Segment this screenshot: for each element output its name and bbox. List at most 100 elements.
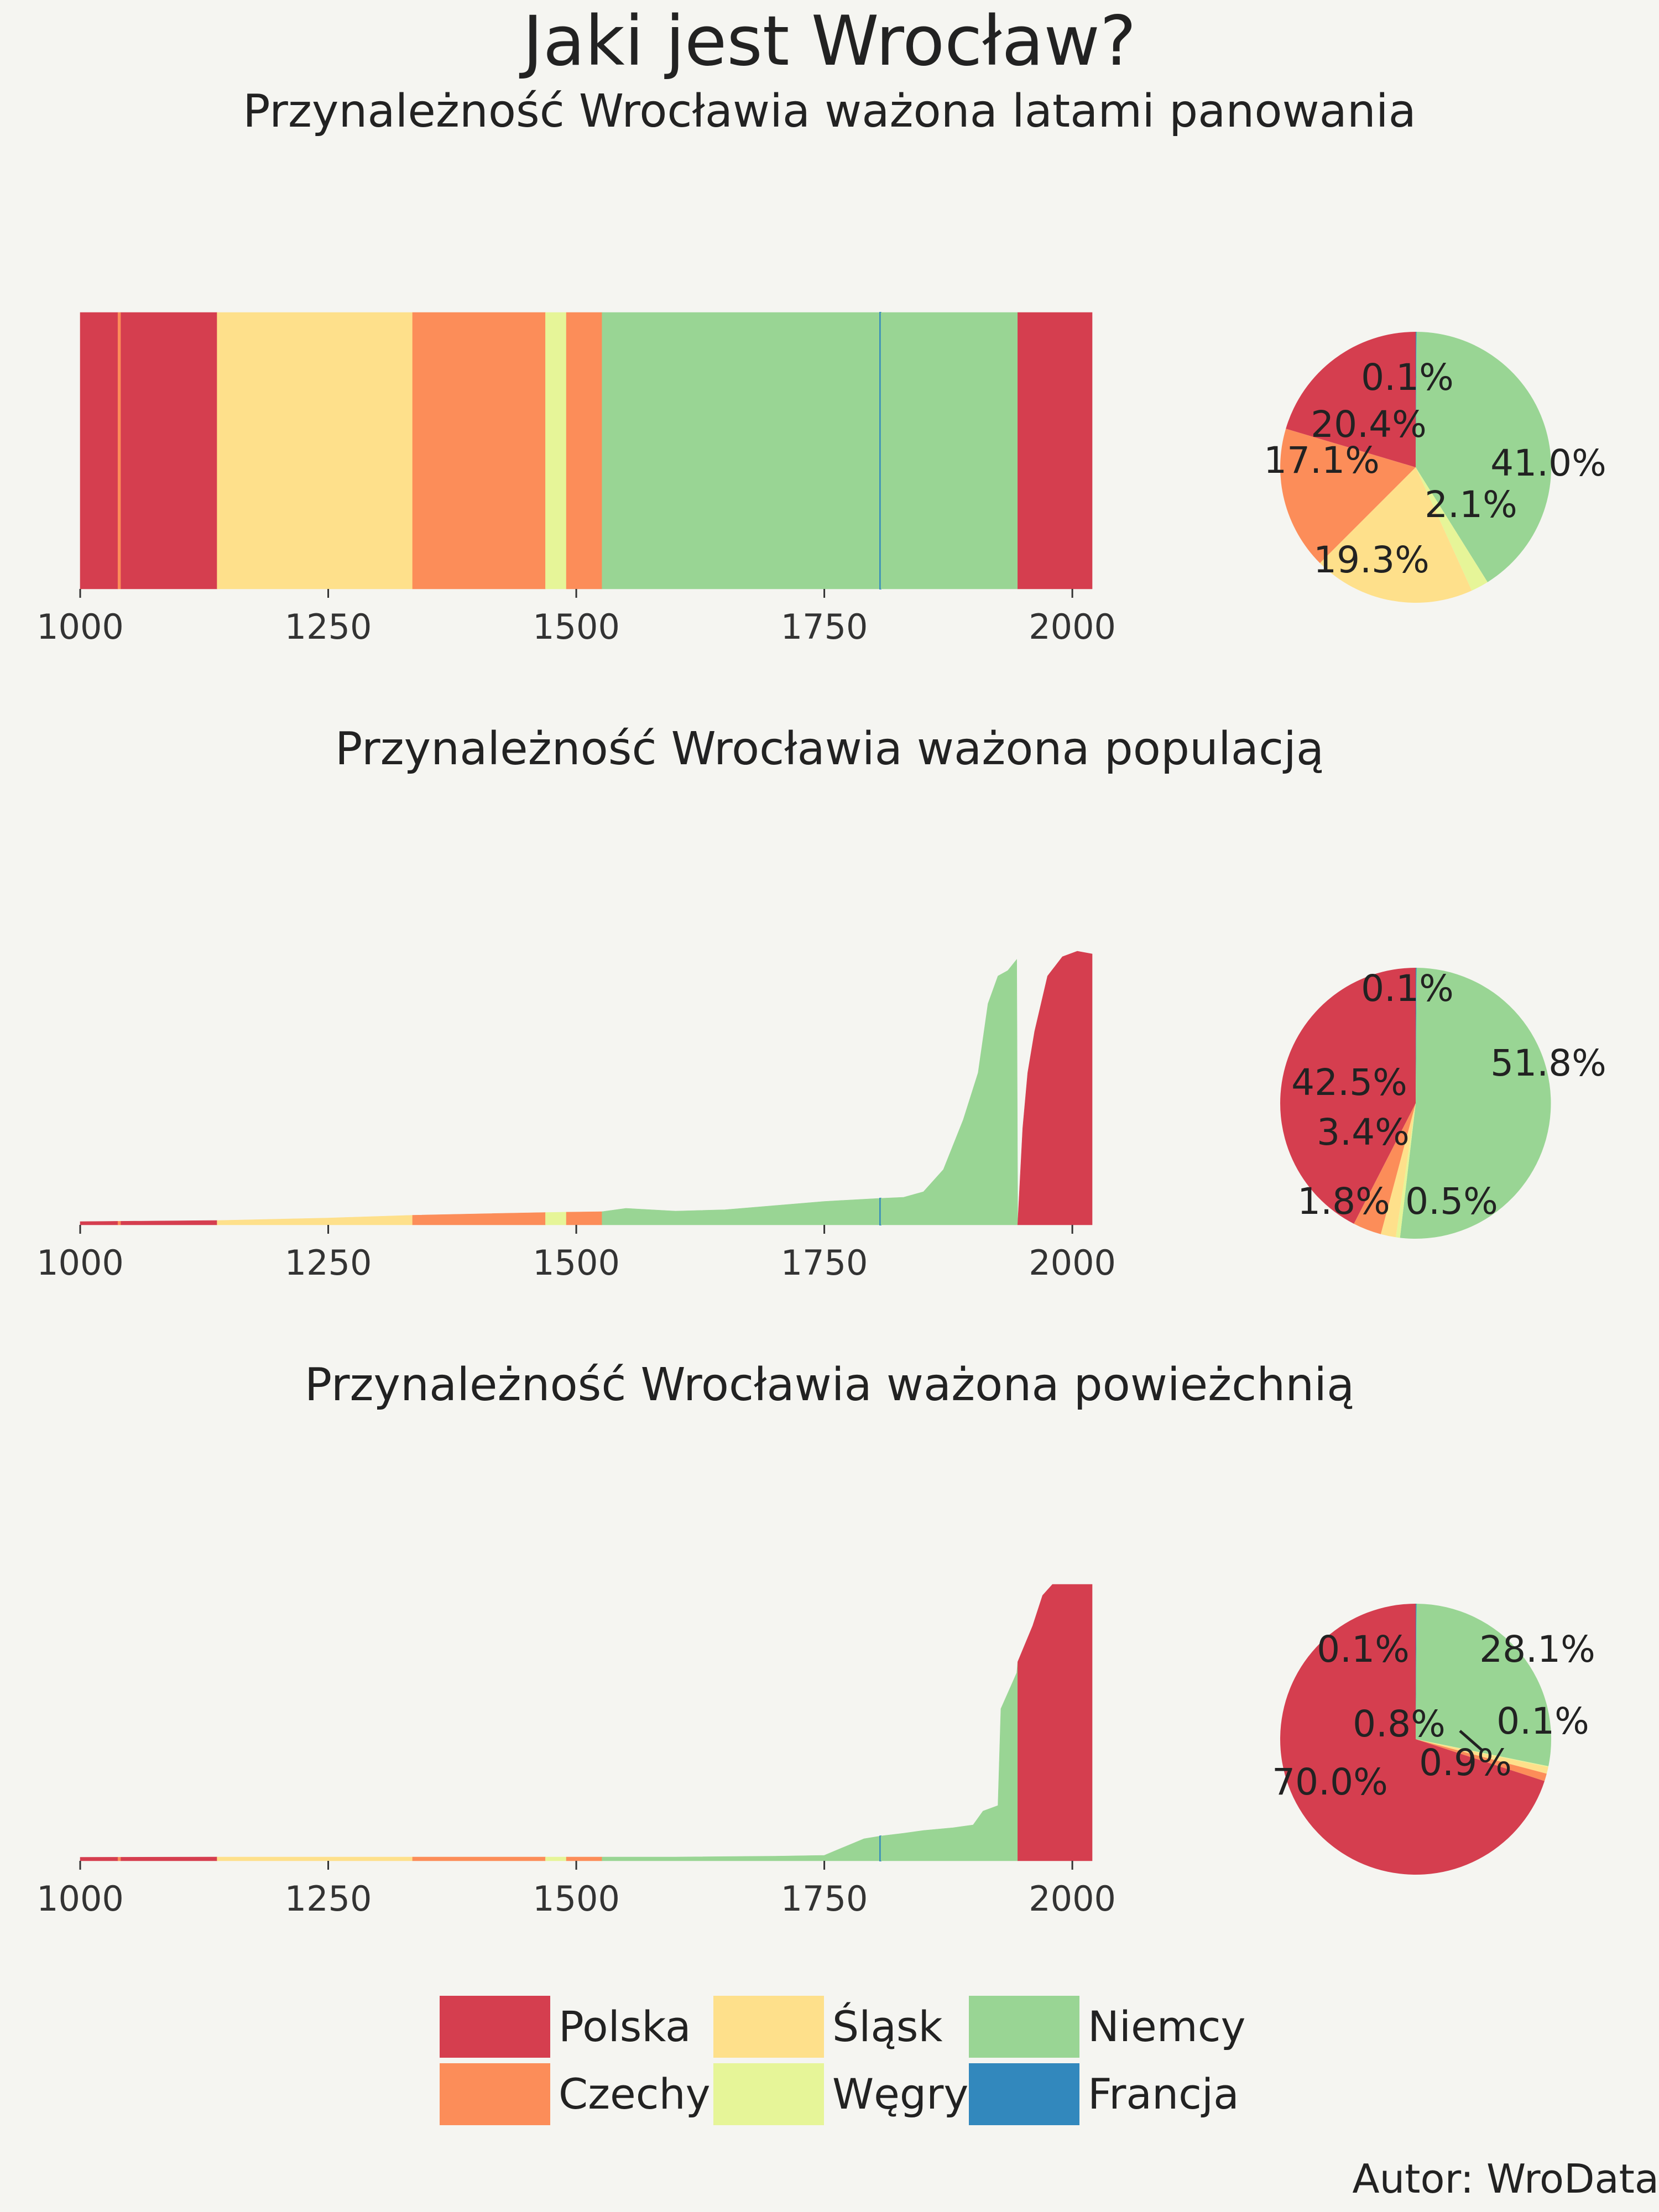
area-pie-label-polska: 70.0%: [1272, 1761, 1388, 1803]
population-area-segment-polska-0: [80, 1221, 118, 1225]
population-pie-labels: 42.5% 3.4% 1.8% 0.5% 51.8% 0.1%: [1291, 967, 1606, 1223]
reign-pie-slice-niemcy: [1416, 332, 1552, 582]
population-pie-slice-slask: [1380, 1103, 1416, 1238]
population-pie-label-polska: 42.5%: [1291, 1061, 1407, 1104]
population-x-tick-label-2000: 2000: [1029, 1243, 1116, 1283]
subtitle-area: Przynależność Wrocławia ważona powieżchn…: [304, 1359, 1355, 1411]
population-area-segment-czechy-6: [566, 1211, 602, 1225]
population-area-segment-polska-10: [1018, 951, 1093, 1225]
legend-label-polska: Polska: [559, 2002, 691, 2051]
reign-years-panel: 1000 1250 1500 1750 2000 20.4%17.1% 19.3% 2.1%4…: [36, 312, 1606, 647]
reign-pie-slice-czechy: [1280, 429, 1416, 564]
reign-area-segment-czechy-6: [566, 312, 602, 589]
legend-label-wegry: Węgry: [832, 2069, 969, 2119]
legend-label-czechy: Czechy: [559, 2069, 711, 2119]
legend-label-francja: Francja: [1088, 2069, 1239, 2119]
reign-pie-slice-polska: [1286, 332, 1416, 467]
area-x-tick-label-1250: 1250: [285, 1879, 372, 1919]
reign-pie-labels: 20.4%17.1% 19.3% 2.1%41.0% 0.1%: [1264, 356, 1606, 581]
area-pie-label-slask: 0.8%: [1353, 1703, 1446, 1745]
population-pie-label-slask: 1.8%: [1297, 1180, 1390, 1223]
author-credit: Autor: WroData: [1352, 2156, 1659, 2202]
population-pie-label-francja: 0.1%: [1361, 967, 1454, 1010]
reign-x-tick-label-1500: 1500: [533, 607, 620, 647]
reign-pie-label-francja: 0.1%: [1361, 356, 1454, 399]
population-pie-slice-wegry: [1396, 1103, 1416, 1238]
subtitle-reign-years: Przynależność Wrocławia ważona latami pa…: [243, 85, 1416, 138]
legend-label-niemcy: Niemcy: [1088, 2002, 1246, 2051]
reign-x-tick-label-2000: 2000: [1029, 607, 1116, 647]
population-x-tick-label-1500: 1500: [533, 1243, 620, 1283]
reign-pie-slice-slask: [1319, 467, 1472, 603]
area-area-segment-slask-3: [217, 1856, 413, 1861]
population-area-segment-wegry-5: [545, 1212, 567, 1225]
area-x-axis: 1000 1250 1500 1750 2000: [36, 1861, 1116, 1919]
area-area-segment-czechy-4: [412, 1856, 546, 1861]
legend-swatch-czechy: [440, 2063, 550, 2125]
area-pie-label-francja: 0.1%: [1317, 1628, 1410, 1671]
population-pie-slice-polska: [1280, 968, 1416, 1224]
area-pie-label-wegry: 0.1%: [1496, 1700, 1589, 1743]
area-pie-labels: 70.0% 0.9%0.8% 0.1% 28.1% 0.1%: [1272, 1628, 1595, 1803]
reign-x-tick-label-1750: 1750: [781, 607, 868, 647]
population-pie-slice-czechy: [1354, 1103, 1416, 1234]
population-x-tick-label-1250: 1250: [285, 1243, 372, 1283]
chart-title: Jaki jest Wrocław?: [523, 2, 1136, 81]
legend-swatch-polska: [440, 1996, 550, 2058]
area-pie-slice-slask: [1416, 1739, 1548, 1774]
reign-area-segment-wegry-5: [545, 312, 567, 589]
population-pie-label-niemcy: 51.8%: [1490, 1042, 1606, 1084]
area-area-segment-wegry-5: [545, 1856, 567, 1861]
reign-pie-label-polska: 20.4%: [1311, 403, 1427, 446]
reign-area-segment-niemcy-9: [880, 312, 1018, 589]
reign-area-segment-polska-10: [1018, 312, 1093, 589]
reign-area-segment-czechy-1: [117, 312, 121, 589]
population-x-tick-label-1000: 1000: [36, 1243, 124, 1283]
population-area-segment-niemcy-9: [880, 959, 1018, 1225]
area-pie-slice-czechy: [1416, 1739, 1547, 1781]
area-pie-label-niemcy: 28.1%: [1479, 1628, 1595, 1671]
reign-pie: [1280, 331, 1552, 603]
reign-area-segment-polska-0: [80, 312, 118, 589]
area-pie-label-czechy: 0.9%: [1419, 1741, 1512, 1784]
reign-x-axis: 1000 1250 1500 1750 2000: [36, 589, 1116, 647]
area-area-segment-niemcy-7: [602, 1835, 880, 1861]
reign-area-segment-polska-2: [121, 312, 217, 589]
area-pie-slice-francja: [1416, 1603, 1417, 1739]
population-x-tick-label-1750: 1750: [781, 1243, 868, 1283]
area-area-segment-niemcy-9: [880, 1661, 1018, 1861]
area-x-tick-label-1000: 1000: [36, 1879, 124, 1919]
legend-swatch-niemcy: [969, 1996, 1079, 2058]
reign-pie-label-wegry: 2.1%: [1425, 483, 1517, 526]
area-x-tick-label-2000: 2000: [1029, 1879, 1116, 1919]
area-area-segment-polska-2: [121, 1856, 217, 1861]
area-pie-slice-niemcy: [1416, 1604, 1552, 1766]
reign-pie-label-czechy: 17.1%: [1264, 439, 1380, 482]
population-pie-slice-francja: [1416, 967, 1417, 1103]
area-area-marks: [80, 1584, 1093, 1861]
legend: Polska Czechy Śląsk Węgry Niemcy Francja: [440, 1994, 1269, 2137]
area-area-segment-polska-10: [1018, 1584, 1093, 1861]
legend-swatch-wegry: [713, 2063, 824, 2125]
reign-area-marks: [80, 312, 1093, 589]
population-pie: [1280, 967, 1551, 1239]
reign-x-tick-label-1000: 1000: [36, 607, 124, 647]
reign-pie-label-slask: 19.3%: [1313, 539, 1430, 581]
population-pie-slice-niemcy: [1400, 968, 1551, 1239]
reign-area-segment-slask-3: [217, 312, 413, 589]
reign-pie-slice-francja: [1416, 331, 1417, 467]
subtitle-population: Przynależność Wrocławia ważona populacją: [335, 723, 1324, 775]
legend-swatch-slask: [713, 1996, 824, 2058]
area-area-segment-polska-0: [80, 1857, 118, 1861]
reign-area-segment-niemcy-7: [602, 312, 880, 589]
area-panel: 1000 1250 1500 1750 2000 70.0% 0.9%0.8% 0.1% 28.…: [36, 1584, 1595, 1919]
area-area-segment-czechy-1: [117, 1857, 121, 1861]
population-pie-label-czechy: 3.4%: [1317, 1111, 1410, 1154]
population-area-marks: [80, 951, 1093, 1225]
population-area-segment-czechy-1: [117, 1221, 121, 1225]
area-pie-leader-line: [1459, 1730, 1483, 1751]
legend-swatch-francja: [969, 2063, 1079, 2125]
population-panel: 1000 1250 1500 1750 2000 42.5% 3.4% 1.8% 0.5% 51.…: [36, 951, 1606, 1283]
area-pie-slice-wegry: [1416, 1739, 1549, 1767]
area-area-segment-czechy-6: [566, 1856, 602, 1861]
